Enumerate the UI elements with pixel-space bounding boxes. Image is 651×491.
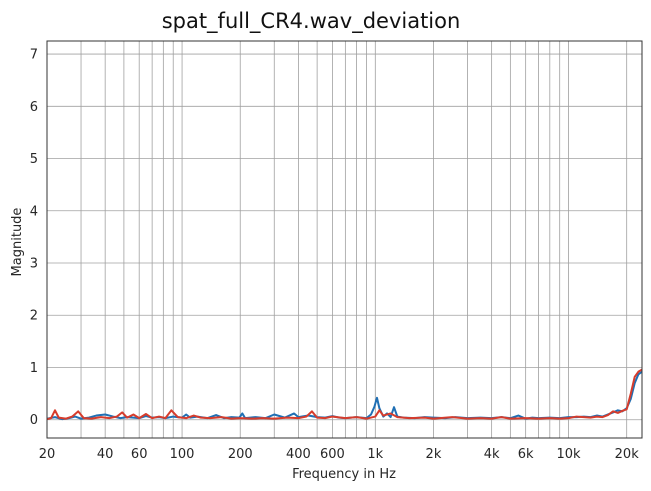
- y-tick-label: 6: [30, 100, 38, 115]
- x-tick-label: 2k: [426, 447, 442, 462]
- x-tick-label: 200: [228, 447, 253, 462]
- x-tick-label: 40: [97, 447, 114, 462]
- chart-title: spat_full_CR4.wav_deviation: [162, 9, 461, 34]
- x-tick-labels: 20 40 60 100 200 400 600 1k 2k 4k 6k 10k 20k: [39, 447, 639, 462]
- y-tick-label: 2: [30, 309, 38, 324]
- x-tick-label: 4k: [484, 447, 500, 462]
- y-tick-label: 7: [30, 48, 38, 63]
- y-tick-label: 4: [30, 204, 38, 219]
- series-line-1: [46, 370, 643, 421]
- x-tick-label: 1k: [367, 447, 383, 462]
- plot-frame: [46, 40, 643, 439]
- y-tick-labels: 0 1 2 3 4 5 6 7: [30, 48, 38, 429]
- series-line-2: [46, 368, 643, 421]
- x-tick-label: 20k: [615, 447, 640, 462]
- x-tick-label: 6k: [518, 447, 534, 462]
- x-tick-label: 60: [131, 447, 148, 462]
- y-axis-label: Magnitude: [10, 208, 25, 277]
- y-tick-label: 3: [30, 257, 38, 272]
- x-tick-label: 100: [170, 447, 195, 462]
- x-tick-label: 600: [320, 447, 345, 462]
- y-tick-label: 1: [30, 361, 38, 376]
- x-tick-label: 10k: [556, 447, 581, 462]
- x-tick-label: 400: [286, 447, 311, 462]
- series-layer: [46, 368, 643, 421]
- x-tick-label: 20: [39, 447, 56, 462]
- x-axis-label: Frequency in Hz: [292, 467, 396, 482]
- y-tick-label: 0: [30, 413, 38, 428]
- y-tick-label: 5: [30, 152, 38, 167]
- grid-layer: [46, 41, 642, 438]
